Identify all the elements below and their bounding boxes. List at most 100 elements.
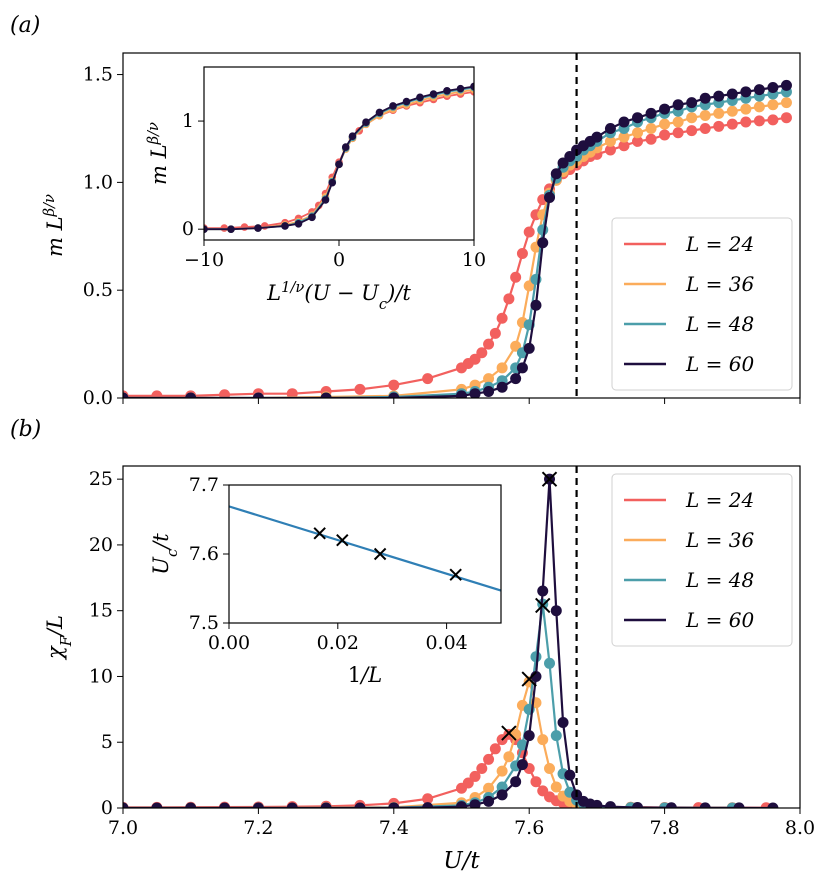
data-point	[753, 84, 765, 96]
data-point	[254, 224, 262, 232]
peak-marker-stroke	[541, 471, 558, 487]
data-point	[530, 651, 542, 663]
peak-marker	[501, 725, 517, 741]
y-axis-label-part: F	[58, 635, 75, 647]
data-point	[564, 769, 576, 781]
data-point	[252, 802, 264, 808]
data-point	[151, 802, 163, 808]
x-axis-label-part: L	[266, 281, 281, 305]
y-axis-label: Uc/t	[149, 533, 181, 575]
data-point	[320, 392, 332, 398]
x-axis-label-part: /L	[359, 663, 382, 687]
data-point	[550, 605, 562, 617]
data-point	[335, 160, 343, 169]
data-point	[713, 120, 725, 132]
peak-marker-stroke	[521, 671, 537, 687]
x-axis-label: 1/L	[348, 663, 382, 687]
data-point	[470, 82, 474, 91]
y-tick-label: 1.0	[83, 171, 113, 193]
data-point	[341, 143, 350, 151]
y-axis-label-part: m L	[43, 216, 67, 257]
data-point	[523, 226, 535, 238]
y-tick-label: 0	[182, 218, 194, 240]
data-point	[516, 739, 528, 751]
y-axis-label-part: /t	[149, 533, 173, 551]
y-axis-label-part: U	[149, 556, 173, 575]
data-point	[422, 802, 434, 808]
data-point	[151, 390, 163, 398]
data-point	[530, 776, 542, 788]
data-point	[483, 753, 495, 765]
data-point	[753, 115, 765, 127]
panel-a: (a) 0.0 0.5 1.0 1.5 L = 24 L = 36 L = 48 L = 60…	[10, 13, 801, 409]
data-point	[354, 383, 366, 395]
data-point	[510, 373, 522, 385]
data-point	[240, 223, 249, 231]
data-point	[313, 527, 326, 540]
data-point	[672, 127, 684, 139]
data-point	[469, 799, 481, 808]
panel-b-label: (b)	[10, 417, 41, 442]
data-point	[294, 219, 303, 228]
legend-label: L = 60	[685, 352, 754, 376]
data-point	[645, 122, 657, 134]
data-point	[591, 131, 603, 143]
x-tick-label: 7.2	[243, 817, 273, 839]
data-point	[286, 802, 298, 808]
data-point	[456, 801, 467, 808]
fit-line	[229, 505, 501, 592]
data-point	[767, 114, 779, 126]
data-point	[550, 781, 562, 793]
data-point	[591, 799, 603, 808]
data-point	[123, 392, 129, 398]
x-axis-label-part: )/t	[386, 281, 411, 305]
data-point	[123, 802, 129, 808]
series-L60	[204, 82, 474, 233]
data-point	[510, 776, 522, 788]
data-point	[767, 99, 779, 111]
data-point	[227, 225, 235, 233]
peak-marker	[535, 597, 551, 614]
data-point	[219, 802, 231, 808]
data-point	[659, 118, 671, 130]
legend-label: L = 48	[685, 312, 754, 336]
data-point	[373, 547, 387, 561]
x-axis-label-part: 1	[348, 663, 361, 687]
data-point	[659, 103, 671, 115]
data-point	[726, 88, 738, 100]
data-point	[740, 116, 752, 128]
data-point	[537, 224, 549, 236]
data-point	[496, 765, 508, 777]
data-point	[645, 107, 657, 119]
x-tick-label: 0	[333, 249, 345, 271]
data-point	[665, 802, 677, 808]
y-tick-label: 25	[89, 468, 113, 490]
y-tick-label: 0.5	[83, 279, 113, 301]
data-point	[740, 103, 752, 115]
legend-label: L = 24	[685, 232, 754, 256]
data-point	[483, 373, 495, 385]
data-point	[780, 112, 792, 124]
panel-a-inset-plot: −10 0 10 0 1 L1/ν(U − Uc)/t m Lβ/ν	[145, 66, 486, 313]
y-tick-label: 5	[101, 731, 113, 753]
y-tick-label: 7.6	[189, 543, 219, 565]
data-point	[489, 743, 501, 755]
data-point	[767, 82, 779, 93]
data-point	[496, 362, 508, 374]
data-point	[699, 122, 711, 134]
point-stroke	[336, 533, 349, 547]
data-point	[354, 802, 366, 808]
data-point	[726, 118, 738, 130]
data-point	[550, 168, 562, 180]
data-point	[645, 133, 657, 145]
data-point	[713, 107, 725, 119]
x-tick-label: 10	[462, 249, 486, 271]
legend: L = 24 L = 36 L = 48 L = 60	[611, 473, 793, 647]
x-axis-label-part: 1/ν	[281, 279, 304, 296]
data-point	[632, 127, 644, 139]
data-point	[483, 338, 495, 350]
data-point	[429, 90, 438, 98]
data-point	[530, 299, 542, 311]
data-point	[672, 99, 684, 111]
